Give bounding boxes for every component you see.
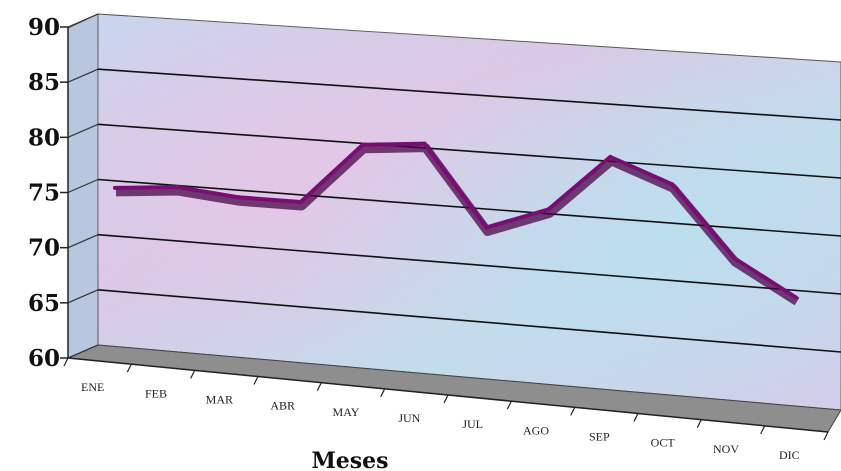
x-tick-mark <box>823 431 829 441</box>
gridline <box>67 123 99 138</box>
gridline <box>97 68 841 121</box>
data-point <box>298 199 303 204</box>
y-axis: 60 65 70 75 80 85 90 <box>28 14 69 372</box>
x-tick-mark <box>126 363 132 373</box>
data-point <box>112 185 117 190</box>
x-tick-mark <box>506 400 512 410</box>
x-tick-label: ABR <box>270 399 295 413</box>
x-tick-label: ENE <box>81 380 104 394</box>
plot-area: 60 65 70 75 80 85 90 ENE FEB MAR ABR MAY JUN JUL AGO S… <box>28 13 841 462</box>
x-axis: ENE FEB MAR ABR MAY JUN JUL AGO SEP OCT NOV DIC <box>63 357 829 462</box>
gridline <box>67 13 99 28</box>
series-group <box>112 141 800 306</box>
gridline <box>97 233 841 295</box>
x-tick-mark <box>253 376 259 385</box>
x-tick-mark <box>190 370 196 379</box>
x-tick-label: JUN <box>398 411 420 425</box>
data-point <box>360 142 365 147</box>
y-tick-label: 80 <box>28 124 60 151</box>
gridline <box>67 68 99 83</box>
x-tick-label: JUL <box>462 417 483 431</box>
x-tick-mark <box>570 407 576 416</box>
data-point <box>732 255 737 260</box>
gridline <box>67 234 99 249</box>
gridline <box>97 123 841 179</box>
data-point <box>608 154 613 159</box>
x-tick-label: MAY <box>333 405 360 419</box>
data-point <box>670 182 675 187</box>
x-tick-mark <box>63 357 69 367</box>
data-point <box>794 295 799 300</box>
y-tick-label: 90 <box>28 14 60 41</box>
gridline <box>67 344 99 359</box>
x-tick-label: DIC <box>779 448 800 462</box>
x-tick-label: FEB <box>145 386 167 400</box>
y-tick-label: 75 <box>28 180 60 207</box>
y-tick-label: 60 <box>28 345 60 372</box>
data-point <box>546 207 551 212</box>
x-axis-label: Meses <box>311 448 388 471</box>
gridline <box>97 289 841 353</box>
gridline <box>67 178 99 194</box>
x-tick-mark <box>696 419 702 428</box>
x-tick-mark <box>380 388 386 398</box>
x-tick-mark <box>760 425 766 435</box>
y-tick-label: 85 <box>28 69 60 96</box>
x-tick-label: NOV <box>713 442 739 456</box>
x-tick-label: AGO <box>523 423 549 437</box>
gridline <box>67 289 99 304</box>
x-tick-label: OCT <box>651 436 676 450</box>
x-tick-mark <box>633 413 639 422</box>
y-tick-label: 70 <box>28 235 60 262</box>
y-tick-label: 65 <box>28 290 60 317</box>
series-line <box>114 141 798 300</box>
data-point <box>174 185 179 190</box>
x-tick-label: MAR <box>206 392 233 406</box>
data-point <box>236 195 241 200</box>
data-point <box>484 225 489 230</box>
x-tick-mark <box>443 394 449 404</box>
x-tick-label: SEP <box>589 429 610 443</box>
x-tick-mark <box>316 382 322 391</box>
data-point <box>422 141 427 146</box>
